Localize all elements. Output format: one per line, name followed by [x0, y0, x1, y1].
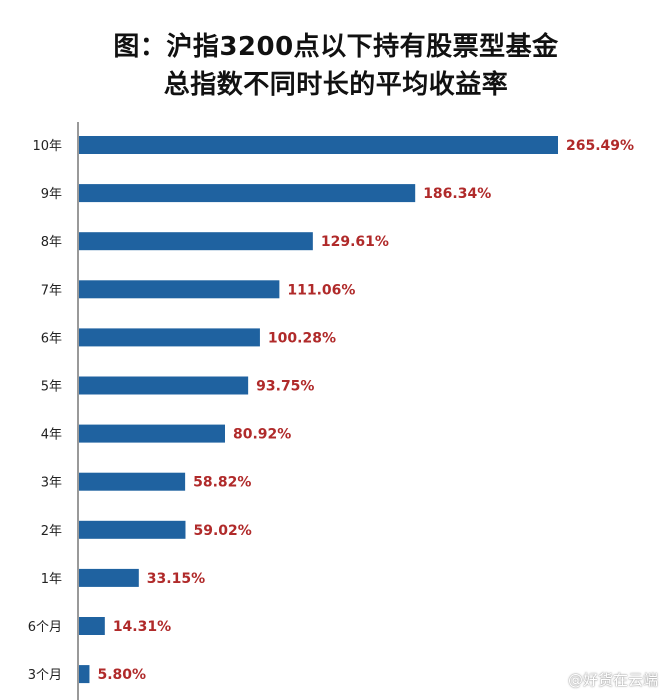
bar-11: [79, 665, 90, 684]
bars-group: 10年 265.49% 9年 186.34% 8年 129.61% 7年 111.06% 6年 1…: [28, 136, 634, 684]
chart-title-line-2: 总指数不同时长的平均收益率: [163, 70, 509, 100]
value-label-11: 5.80%: [97, 667, 146, 683]
value-label-1: 186.34%: [423, 186, 491, 202]
value-label-2: 129.61%: [321, 234, 389, 250]
category-label-2: 8年: [41, 235, 62, 250]
category-label-0: 10年: [32, 139, 62, 154]
category-label-6: 4年: [41, 428, 62, 443]
bar-2: [79, 232, 313, 251]
value-label-0: 265.49%: [566, 138, 634, 154]
bar-9: [79, 568, 139, 587]
chart-title-line-1: 图：沪指3200点以下持有股票型基金: [113, 32, 559, 62]
value-label-7: 58.82%: [193, 475, 251, 491]
category-label-3: 7年: [41, 283, 62, 298]
bar-1: [79, 184, 416, 203]
category-label-1: 9年: [41, 187, 62, 202]
value-label-6: 80.92%: [233, 427, 291, 443]
value-label-10: 14.31%: [113, 619, 171, 635]
bar-10: [79, 617, 105, 635]
value-label-9: 33.15%: [147, 571, 205, 587]
bar-3: [79, 280, 280, 299]
value-label-3: 111.06%: [287, 282, 355, 298]
bar-5: [79, 376, 249, 395]
category-label-10: 6个月: [28, 620, 62, 635]
category-label-11: 3个月: [28, 668, 62, 683]
value-label-4: 100.28%: [268, 330, 336, 346]
category-label-9: 1年: [41, 572, 62, 587]
category-label-7: 3年: [41, 476, 62, 491]
value-label-5: 93.75%: [256, 379, 314, 395]
bar-6: [79, 424, 225, 443]
category-label-4: 6年: [41, 331, 62, 346]
category-label-8: 2年: [41, 524, 62, 539]
bar-7: [79, 472, 186, 491]
watermark: @好货在云端: [567, 671, 658, 689]
value-label-8: 59.02%: [193, 523, 251, 539]
category-label-5: 5年: [41, 380, 62, 395]
bar-0: [79, 136, 558, 154]
bar-4: [79, 328, 260, 347]
bar-8: [79, 520, 186, 539]
